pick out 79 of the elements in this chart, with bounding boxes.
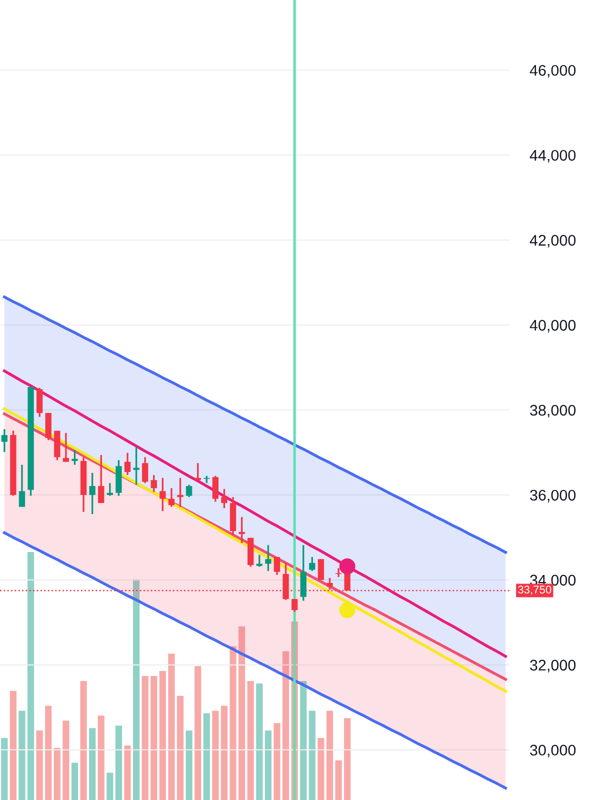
- y-tick-label: 40,000: [530, 320, 576, 333]
- bar: [115, 726, 122, 800]
- bar: [256, 683, 263, 800]
- candlestick: [291, 598, 298, 613]
- candlestick: [124, 452, 131, 476]
- candlestick: [238, 516, 245, 544]
- line-series: [3, 531, 507, 790]
- bar: [264, 730, 272, 800]
- y-tick-label: 32,000: [530, 660, 576, 672]
- candlestick: [256, 554, 262, 568]
- bar: [62, 720, 70, 800]
- candlestick: [326, 576, 333, 591]
- bar: [89, 728, 96, 800]
- bar: [1, 738, 8, 800]
- candlestick: [1, 428, 8, 453]
- bar: [98, 716, 104, 800]
- candlestick: [177, 477, 184, 508]
- candlestick: [36, 387, 43, 418]
- bar: [212, 710, 219, 800]
- bar: [230, 646, 236, 800]
- candlestick: [18, 464, 26, 508]
- bar: [150, 676, 158, 800]
- bar: [124, 745, 131, 800]
- bar: [238, 626, 246, 800]
- bar: [159, 671, 166, 800]
- line-series: [3, 370, 507, 658]
- bar: [54, 748, 60, 800]
- candlestick: [318, 558, 324, 581]
- bar: [176, 696, 184, 800]
- bar: [326, 710, 334, 800]
- bar: [27, 552, 34, 800]
- candlestick: [168, 487, 175, 508]
- candlestick: [265, 544, 272, 572]
- y-tick-label: 46,000: [530, 64, 576, 78]
- ref-line-label: 33,750: [518, 586, 552, 595]
- bar: [318, 738, 324, 800]
- bar: [18, 710, 26, 800]
- bar: [203, 713, 210, 800]
- candlestick: [150, 474, 157, 493]
- bar: [45, 706, 52, 800]
- candlestick: [89, 472, 96, 515]
- bar: [186, 730, 192, 800]
- candlestick: [309, 556, 316, 572]
- candlestick: [160, 477, 166, 512]
- bar: [220, 706, 228, 800]
- candlestick: [335, 567, 342, 578]
- candlestick: [142, 456, 148, 484]
- bar: [344, 718, 351, 800]
- bar: [194, 666, 202, 800]
- line-series: [3, 296, 507, 554]
- bar: [168, 654, 175, 800]
- bar: [142, 676, 148, 800]
- candlestick: [212, 475, 219, 503]
- bar: [10, 690, 16, 800]
- bar: [274, 723, 280, 800]
- candlestick: [62, 432, 70, 463]
- bar: [308, 710, 316, 800]
- y-tick-label: 30,000: [530, 744, 576, 758]
- candlestick: [72, 449, 78, 466]
- candlestick: [194, 462, 201, 481]
- y-tick-label: 42,000: [530, 234, 576, 248]
- candlestick: [186, 484, 192, 498]
- bar: [300, 680, 307, 800]
- candlestick: [274, 556, 280, 576]
- candlestick: [98, 454, 104, 504]
- bar: [106, 772, 114, 800]
- candlestick: [133, 446, 140, 486]
- y-tick-label: 36,000: [530, 490, 576, 502]
- bar: [80, 680, 87, 800]
- bar: [282, 651, 290, 800]
- candlestick: [106, 482, 113, 497]
- bar: [71, 762, 78, 800]
- y-tick-label: 44,000: [530, 150, 576, 163]
- bar: [335, 760, 342, 800]
- bar: [36, 730, 43, 800]
- bar: [132, 579, 140, 800]
- candlestick: [221, 488, 228, 509]
- bar: [247, 680, 254, 800]
- y-tick-label: 38,000: [530, 404, 576, 418]
